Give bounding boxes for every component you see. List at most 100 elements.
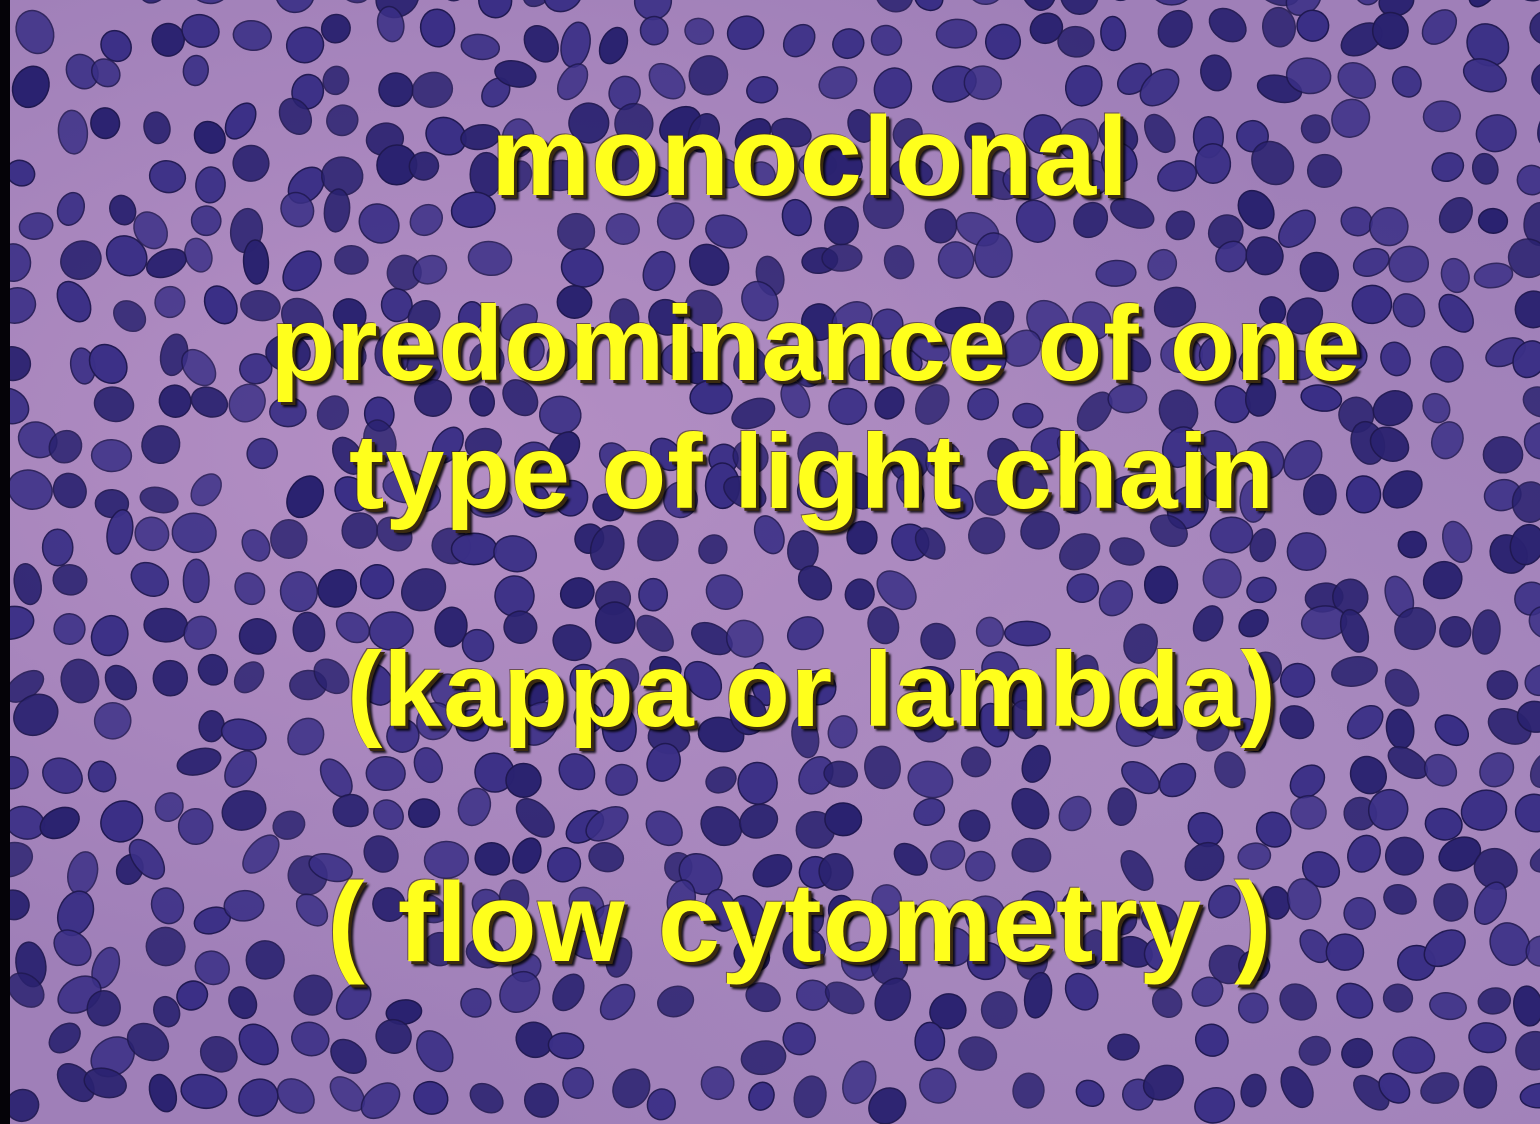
cell-nucleus: [1440, 257, 1470, 294]
cell-nucleus: [1468, 1022, 1507, 1054]
cell-nucleus: [1434, 714, 1470, 747]
cell-nucleus: [148, 160, 187, 194]
cell-nucleus: [793, 1075, 827, 1119]
cell-nucleus: [1514, 0, 1540, 2]
cell-nucleus: [1353, 0, 1382, 6]
cell-nucleus: [818, 853, 854, 891]
cell-nucleus: [281, 297, 324, 340]
cell-nucleus: [1397, 530, 1428, 559]
cell-nucleus: [193, 120, 226, 154]
cell-nucleus: [431, 426, 464, 464]
cell-nucleus: [265, 334, 311, 373]
cell-nucleus: [1021, 744, 1051, 783]
cell-nucleus: [494, 575, 535, 617]
cell-nucleus: [1531, 60, 1540, 101]
cell-nucleus: [1064, 972, 1099, 1011]
cell-nucleus: [1067, 654, 1099, 696]
cell-nucleus: [1116, 338, 1152, 373]
cell-nucleus: [1422, 560, 1463, 600]
cell-nucleus: [190, 386, 229, 418]
cell-nucleus: [42, 757, 83, 794]
cell-nucleus: [645, 810, 683, 847]
cell-nucleus: [1251, 140, 1295, 186]
cell-nucleus: [1239, 479, 1268, 523]
cell-nucleus: [791, 715, 820, 759]
cell-nucleus: [1214, 751, 1246, 789]
cell-nucleus: [457, 787, 492, 827]
cell-nucleus: [1139, 698, 1183, 739]
slide-line-4: (kappa or lambda): [347, 631, 1277, 749]
cell-nucleus: [1507, 238, 1540, 279]
cell-nucleus: [1388, 245, 1430, 283]
cell-nucleus: [1489, 922, 1531, 966]
cell-nucleus: [818, 66, 858, 100]
cell-nucleus: [53, 613, 86, 645]
cell-nucleus: [548, 431, 581, 466]
cell-nucleus: [180, 1073, 228, 1110]
cell-nucleus: [745, 161, 776, 192]
cell-nucleus: [1108, 475, 1152, 507]
cell-nucleus: [60, 658, 100, 704]
cell-nucleus: [1077, 929, 1107, 970]
cell-nucleus: [1296, 9, 1330, 42]
cell-nucleus: [1514, 793, 1540, 833]
cell-nucleus: [1433, 883, 1469, 922]
cell-nucleus: [374, 331, 411, 377]
cell-nucleus: [558, 753, 596, 791]
cell-nucleus: [637, 519, 679, 562]
cell-nucleus: [1516, 700, 1540, 733]
cell-nucleus: [336, 0, 371, 4]
cell-nucleus: [1100, 142, 1138, 183]
cell-nucleus: [589, 524, 625, 571]
cell-nucleus: [150, 887, 185, 925]
cell-nucleus: [965, 895, 1006, 936]
cell-nucleus: [1460, 789, 1508, 831]
cell-nucleus: [1237, 842, 1272, 870]
cell-nucleus: [787, 530, 819, 571]
cell-nucleus: [562, 1067, 594, 1099]
cell-nucleus: [409, 480, 442, 513]
cell-nucleus: [552, 973, 585, 1012]
cell-nucleus: [276, 1078, 315, 1114]
cell-nucleus: [689, 379, 733, 415]
cell-nucleus: [543, 0, 583, 13]
cell-nucleus: [1391, 65, 1422, 98]
cell-nucleus: [246, 437, 278, 470]
cell-nucleus: [605, 763, 638, 796]
cell-nucleus: [461, 628, 495, 663]
cell-nucleus: [1123, 623, 1158, 664]
cell-nucleus: [770, 117, 812, 148]
cell-nucleus: [1516, 164, 1540, 196]
cell-nucleus: [510, 334, 545, 370]
cell-nucleus: [874, 386, 905, 420]
cell-nucleus: [1238, 344, 1276, 377]
cell-nucleus: [41, 528, 74, 567]
cell-nucleus: [1095, 259, 1137, 287]
slide-line-2: predominance of one: [270, 285, 1362, 403]
cell-nucleus: [1438, 196, 1473, 234]
cell-nucleus: [223, 889, 265, 922]
cell-nucleus: [1003, 329, 1042, 367]
cell-nucleus: [934, 306, 981, 335]
cell-nucleus: [286, 475, 325, 519]
cell-nucleus: [1009, 699, 1040, 740]
cell-nucleus: [130, 561, 170, 597]
cell-nucleus: [90, 107, 121, 140]
cell-nucleus: [974, 232, 1013, 279]
cell-nucleus: [1060, 890, 1090, 925]
cell-nucleus: [152, 659, 189, 697]
cell-nucleus: [242, 239, 270, 285]
cell-nucleus: [1109, 537, 1145, 566]
cell-nucleus: [18, 212, 54, 240]
cell-nucleus: [1300, 114, 1331, 144]
cell-nucleus: [1423, 753, 1458, 787]
cell-nucleus: [56, 280, 92, 323]
cell-nucleus: [729, 895, 767, 937]
cell-nucleus: [358, 203, 400, 244]
cell-nucleus: [1192, 605, 1224, 642]
cell-nucleus: [798, 756, 834, 795]
cell-nucleus: [436, 0, 467, 2]
cell-nucleus: [1184, 841, 1225, 882]
cell-nucleus: [134, 516, 170, 552]
